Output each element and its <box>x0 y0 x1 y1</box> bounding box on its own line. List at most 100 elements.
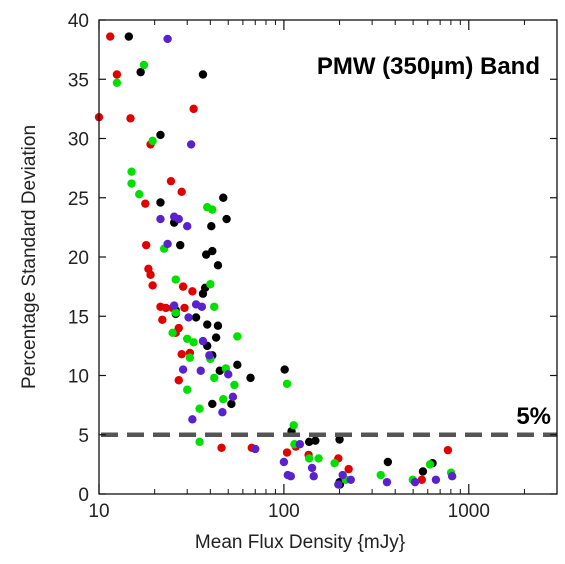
data-point <box>307 463 317 473</box>
data-point <box>227 399 236 409</box>
data-point <box>417 475 426 484</box>
data-point <box>127 179 136 188</box>
data-point <box>217 443 226 452</box>
data-point <box>156 214 165 224</box>
data-point <box>228 392 238 402</box>
data-point <box>230 380 239 390</box>
x-tick-label: 10 <box>88 501 109 522</box>
data-point <box>174 214 183 224</box>
data-point <box>410 477 420 487</box>
y-tick-label: 25 <box>68 189 89 210</box>
data-point <box>286 472 296 481</box>
data-point <box>213 261 223 270</box>
data-point <box>280 365 289 374</box>
y-axis-title: Percentage Standard Deviation <box>19 125 40 389</box>
data-point <box>171 275 180 284</box>
data-point <box>224 370 233 379</box>
data-point <box>219 193 228 202</box>
data-point <box>198 336 208 346</box>
x-axis-title: Mean Flux Density {mJy} <box>195 532 405 553</box>
data-point <box>178 282 188 291</box>
data-point <box>197 302 207 311</box>
data-point <box>171 308 180 317</box>
data-point <box>314 454 323 463</box>
data-point <box>382 477 392 487</box>
y-tick-label: 35 <box>68 70 89 91</box>
y-tick-label: 0 <box>78 485 89 506</box>
data-point <box>282 379 292 388</box>
data-point <box>156 198 165 207</box>
data-point <box>198 289 208 298</box>
data-point <box>201 250 211 259</box>
data-point <box>338 470 347 480</box>
data-point <box>218 408 227 417</box>
data-point <box>208 205 217 214</box>
data-point <box>188 287 197 296</box>
data-point <box>112 78 122 88</box>
data-point <box>425 460 435 469</box>
data-point <box>206 280 215 289</box>
data-point <box>210 302 219 311</box>
data-point <box>213 321 223 330</box>
data-point <box>295 440 305 449</box>
data-point <box>251 444 260 454</box>
data-point <box>177 187 186 197</box>
data-point <box>146 270 155 279</box>
data-point <box>208 246 217 256</box>
data-point <box>127 167 136 176</box>
data-point <box>163 34 172 44</box>
data-point <box>148 136 157 146</box>
data-point <box>447 472 457 481</box>
data-point <box>330 458 339 468</box>
data-point <box>124 32 134 41</box>
data-point <box>282 448 292 457</box>
data-point <box>184 313 193 322</box>
data-point <box>203 320 212 329</box>
data-point <box>180 303 189 313</box>
data-point <box>136 67 145 77</box>
data-point <box>233 332 242 341</box>
data-point <box>163 239 172 249</box>
data-point <box>126 114 135 123</box>
data-point <box>195 404 204 413</box>
data-point <box>334 480 343 489</box>
y-tick-label: 20 <box>68 248 89 269</box>
y-tick-label: 40 <box>68 11 89 32</box>
data-point <box>191 313 201 322</box>
data-point <box>383 457 393 467</box>
data-point <box>188 415 197 424</box>
data-point <box>174 376 183 385</box>
data-point <box>376 470 385 480</box>
y-tick-label: 30 <box>68 130 89 151</box>
x-tick-label: 100 <box>268 501 300 522</box>
data-point <box>304 454 314 463</box>
data-point <box>183 221 192 231</box>
data-point <box>169 301 179 310</box>
data-point <box>304 437 314 447</box>
data-point <box>189 104 198 114</box>
data-point <box>346 475 355 484</box>
data-point <box>168 328 177 338</box>
data-point <box>195 437 204 447</box>
data-point <box>335 435 344 444</box>
data-point <box>233 360 242 370</box>
data-point <box>279 457 289 467</box>
data-point <box>311 436 320 445</box>
data-point <box>205 351 214 360</box>
data-point <box>183 334 192 343</box>
data-point <box>289 421 298 430</box>
data-point <box>166 176 176 186</box>
data-point <box>309 472 318 481</box>
data-point <box>112 70 122 79</box>
points-layer <box>94 32 457 489</box>
data-point <box>207 221 216 231</box>
data-point <box>208 399 217 409</box>
data-point <box>189 338 198 347</box>
data-point <box>443 445 453 455</box>
data-point <box>106 32 115 41</box>
data-point <box>148 281 157 290</box>
x-tick-label: 1000 <box>448 501 490 522</box>
data-point <box>135 189 144 199</box>
data-point <box>196 366 205 375</box>
data-point <box>141 199 150 208</box>
